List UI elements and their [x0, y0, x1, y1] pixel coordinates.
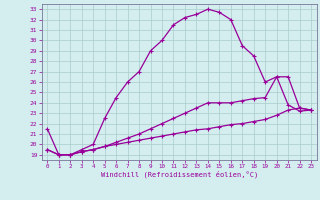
X-axis label: Windchill (Refroidissement éolien,°C): Windchill (Refroidissement éolien,°C) [100, 171, 258, 178]
